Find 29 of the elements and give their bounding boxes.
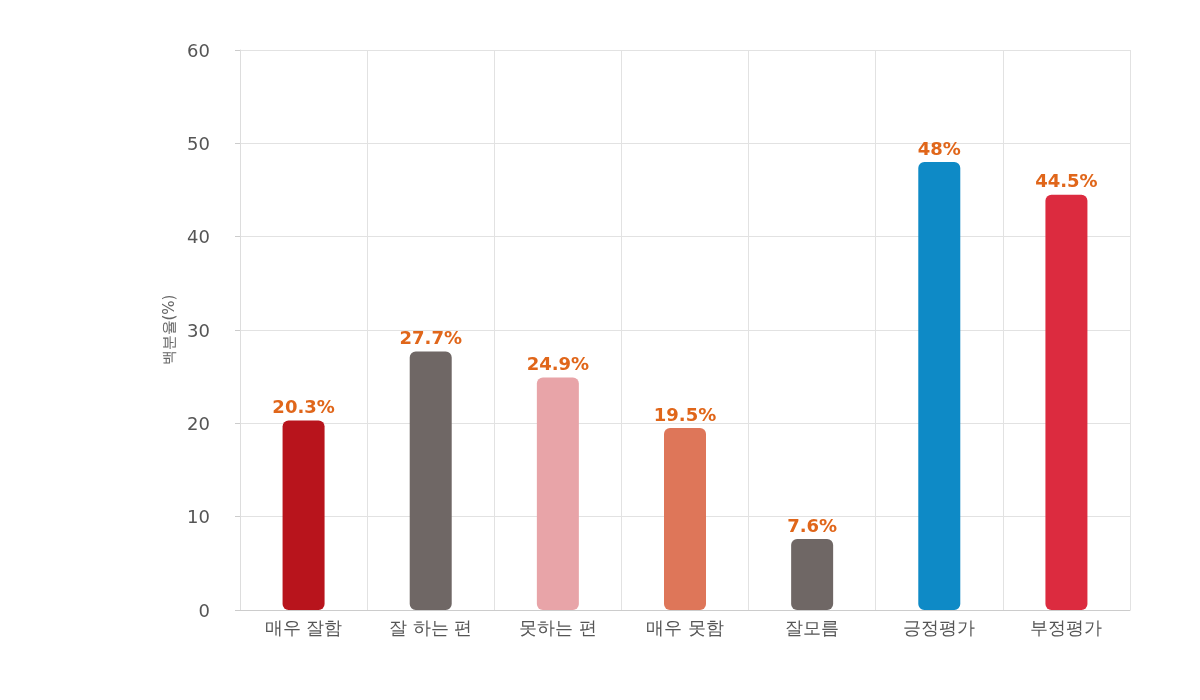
x-tick-label: 부정평가	[1030, 616, 1103, 638]
bar	[918, 162, 961, 610]
x-tick-label: 긍정평가	[903, 616, 976, 638]
y-axis-title: 백분율(%)	[159, 294, 178, 366]
y-tick-label: 50	[187, 132, 210, 154]
y-tick-label: 0	[198, 599, 210, 621]
bar	[536, 377, 579, 610]
data-label: 27.7%	[399, 326, 462, 348]
data-label: 20.3%	[272, 396, 335, 418]
data-label: 48%	[917, 137, 961, 159]
y-tick-label: 40	[187, 226, 210, 248]
bar	[664, 428, 706, 610]
x-tick-label: 못하는 편	[518, 616, 597, 638]
data-label: 7.6%	[787, 514, 838, 536]
bar	[282, 420, 325, 610]
bar	[409, 351, 452, 610]
bar	[791, 539, 834, 610]
x-tick-label: 잘모름	[785, 616, 840, 638]
bar	[1045, 194, 1088, 610]
x-tick-label: 잘 하는 편	[388, 616, 473, 638]
data-label: 24.9%	[526, 353, 590, 375]
data-label: 19.5%	[653, 403, 717, 425]
y-tick-label: 30	[187, 319, 210, 341]
data-label: 44.5%	[1035, 170, 1098, 192]
x-tick-label: 매우 잘함	[264, 616, 343, 638]
y-tick-label: 60	[187, 39, 210, 61]
x-tick-label: 매우 못함	[646, 616, 724, 638]
y-tick-label: 20	[187, 412, 210, 434]
y-tick-label: 10	[187, 506, 210, 528]
